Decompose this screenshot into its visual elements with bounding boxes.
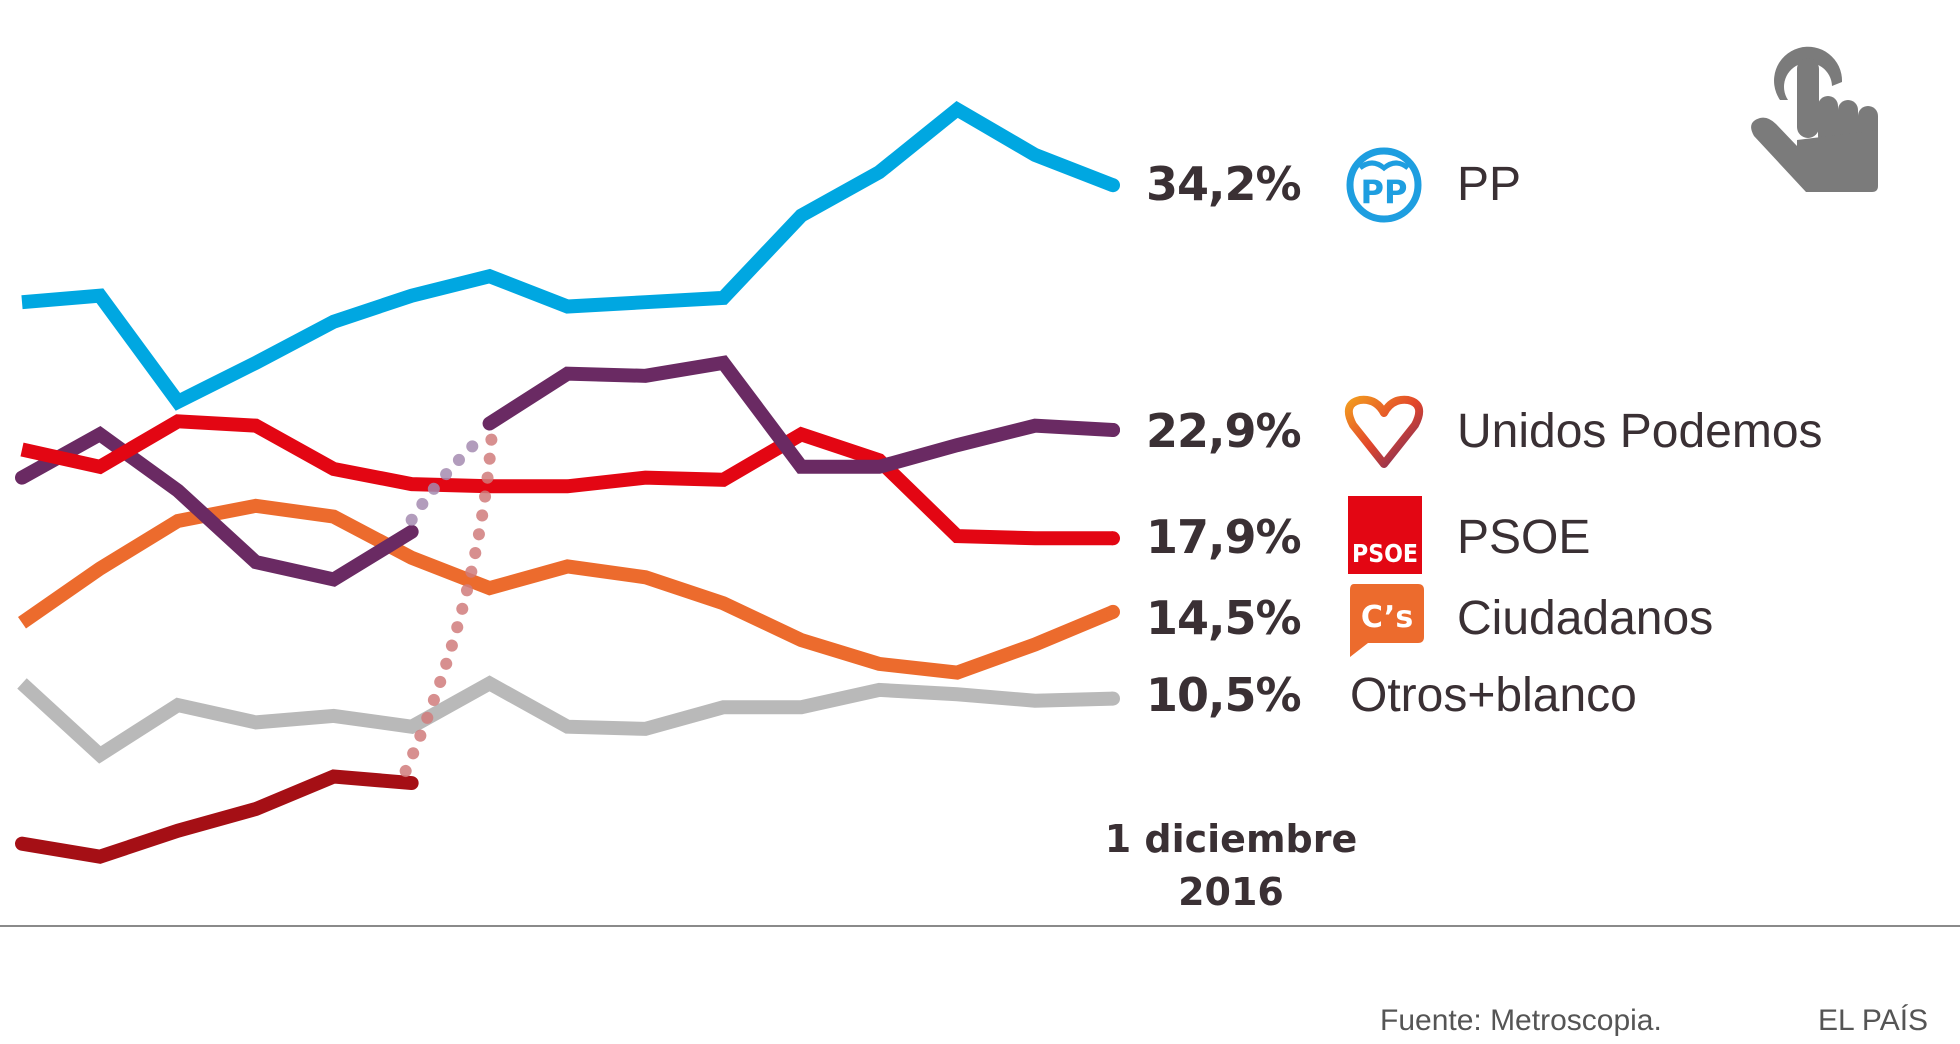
heart-logo-icon [1344,395,1424,468]
pct-label-unidos-podemos: 22,9% [1146,404,1301,458]
svg-text:C’s: C’s [1361,600,1413,635]
x-end-label-line1: 1 diciembre [1105,817,1358,861]
tap-hand-icon[interactable] [1751,46,1878,192]
party-name-ciudadanos: Ciudadanos [1457,592,1713,645]
party-name-unidos-podemos: Unidos Podemos [1457,405,1823,458]
series-end-point [1106,604,1120,619]
pct-label-otros-blanco: 10,5% [1146,668,1301,722]
series-end-point [1106,691,1120,706]
series-end-point [1106,531,1120,546]
legend-ciudadanos: 14,5% C’s Ciudadanos [1146,584,1713,657]
merge-connector-iu [399,431,498,778]
series-lines [15,100,1120,864]
merge-connector-podemos [405,431,488,526]
legend-pp: 34,2% PP PP [1146,147,1521,223]
pp-logo-icon: PP [1346,147,1422,223]
legend-otros-blanco: 10,5% Otros+blanco [1146,668,1637,722]
series-line-psoe [20,414,1113,546]
series-line-iu [15,769,419,864]
x-end-label-line2: 2016 [1178,870,1284,914]
series-line-unidos-podemos [482,355,1120,474]
series-line-podemos [15,426,419,587]
svg-text:PP: PP [1361,173,1408,211]
svg-text:PSOE: PSOE [1352,539,1418,568]
party-name-psoe: PSOE [1457,511,1590,564]
series-line-otros-blanco [17,675,1114,764]
psoe-logo-icon: PSOE [1348,496,1422,574]
pct-label-pp: 34,2% [1146,157,1301,211]
merge-connectors [399,431,498,778]
brand-credit: EL PAÍS [1818,1004,1928,1037]
source-note: Fuente: Metroscopia. [1380,1004,1662,1037]
pct-label-psoe: 17,9% [1146,510,1301,564]
series-end-point [1106,178,1120,193]
legend-unidos-podemos: 22,9% Unidos Podemos [1146,395,1823,468]
legend-psoe: 17,9% PSOE PSOE [1146,496,1590,574]
series-line-pp [21,100,1116,411]
cs-logo-icon: C’s [1350,584,1424,657]
pct-label-ciudadanos: 14,5% [1146,591,1301,645]
party-name-pp: PP [1457,158,1521,211]
series-end-point [1106,422,1120,437]
party-name-otros-blanco: Otros+blanco [1350,669,1637,722]
